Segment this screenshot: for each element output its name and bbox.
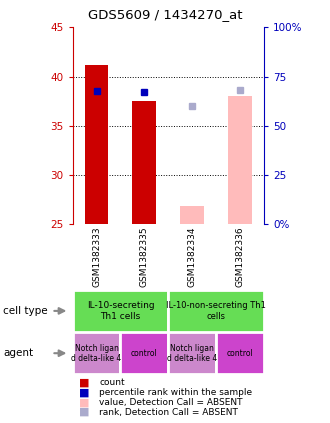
- Bar: [180, 206, 204, 224]
- Text: ■: ■: [79, 407, 90, 417]
- Text: Notch ligan
d delta-like 4: Notch ligan d delta-like 4: [71, 343, 122, 363]
- Text: rank, Detection Call = ABSENT: rank, Detection Call = ABSENT: [99, 407, 238, 417]
- Text: ■: ■: [79, 378, 90, 388]
- Text: GSM1382333: GSM1382333: [92, 227, 101, 287]
- Bar: [168, 290, 264, 332]
- Bar: [73, 332, 120, 374]
- Bar: [168, 332, 216, 374]
- Bar: [120, 332, 168, 374]
- Text: percentile rank within the sample: percentile rank within the sample: [99, 388, 252, 397]
- Text: ■: ■: [79, 387, 90, 398]
- Text: agent: agent: [3, 348, 33, 358]
- Text: GSM1382335: GSM1382335: [140, 227, 149, 287]
- Text: control: control: [131, 349, 158, 358]
- Text: control: control: [227, 349, 253, 358]
- Bar: [132, 101, 156, 224]
- Bar: [73, 290, 168, 332]
- Text: cell type: cell type: [3, 306, 48, 316]
- Text: IL-10-secreting
Th1 cells: IL-10-secreting Th1 cells: [87, 301, 154, 321]
- Text: GDS5609 / 1434270_at: GDS5609 / 1434270_at: [88, 8, 242, 21]
- Text: GSM1382334: GSM1382334: [188, 227, 197, 287]
- Bar: [228, 96, 252, 224]
- Bar: [84, 65, 109, 224]
- Text: IL-10-non-secreting Th1
cells: IL-10-non-secreting Th1 cells: [166, 301, 266, 321]
- Text: GSM1382336: GSM1382336: [236, 227, 245, 287]
- Text: ■: ■: [79, 397, 90, 407]
- Bar: [216, 332, 264, 374]
- Text: count: count: [99, 378, 125, 387]
- Text: Notch ligan
d delta-like 4: Notch ligan d delta-like 4: [167, 343, 217, 363]
- Text: value, Detection Call = ABSENT: value, Detection Call = ABSENT: [99, 398, 243, 407]
